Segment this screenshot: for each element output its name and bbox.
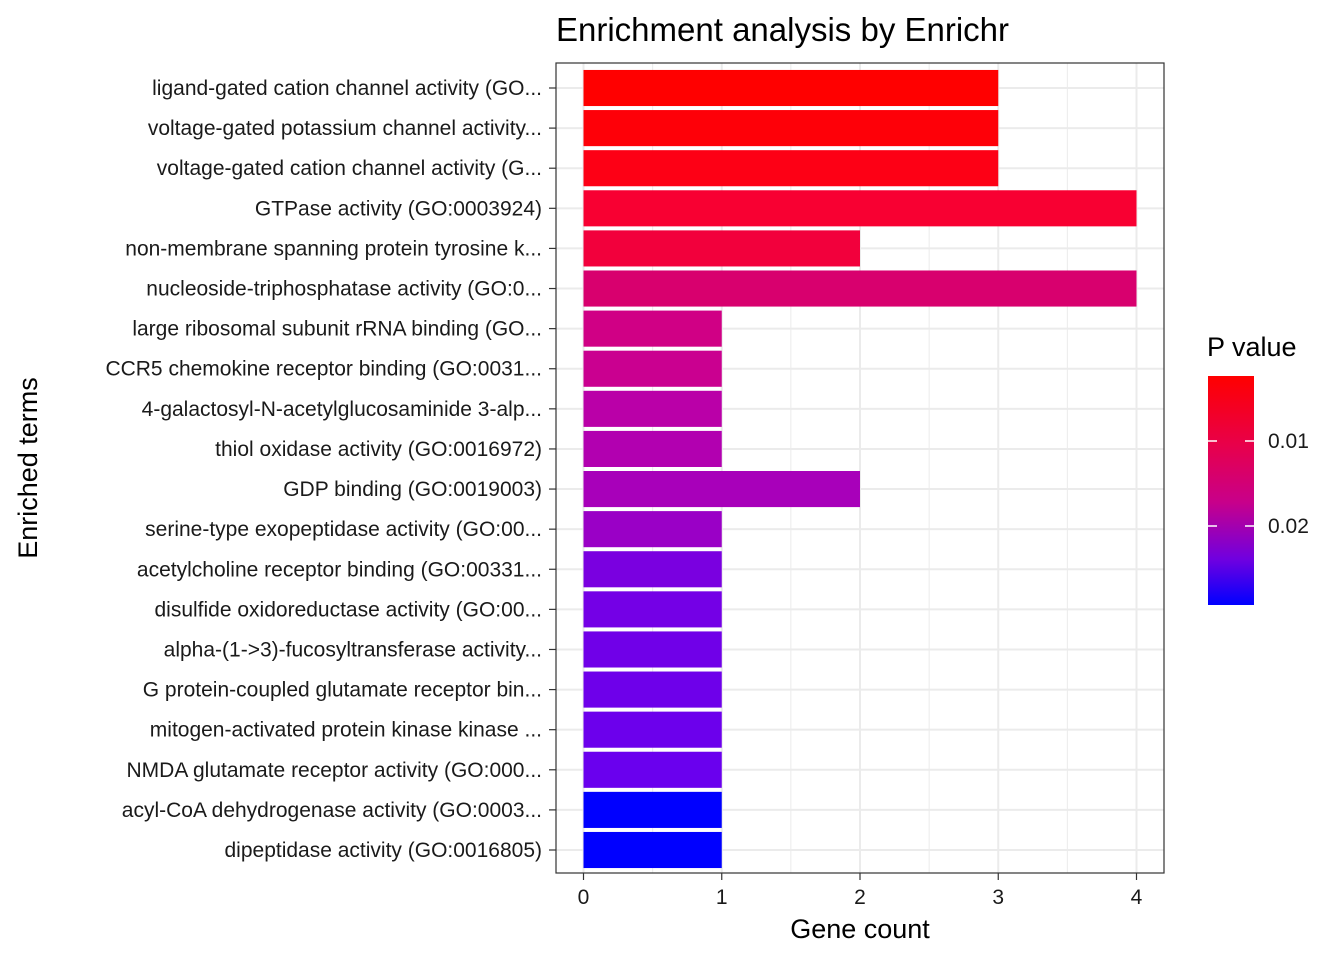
color-legend: P value 0.01 0.02 [1207, 332, 1309, 605]
y-tick-label: mitogen-activated protein kinase kinase … [150, 719, 542, 742]
y-axis-title: Enriched terms [13, 377, 43, 559]
x-tick-labels: 0 1 2 3 4 [578, 873, 1143, 909]
bar [583, 430, 722, 467]
bar [583, 110, 999, 147]
y-tick-label: 4-galactosyl-N-acetylglucosaminide 3-alp… [142, 398, 542, 421]
bar [583, 150, 999, 187]
y-tick-label: disulfide oxidoreductase activity (GO:00… [154, 598, 542, 621]
x-tick-label: 4 [1131, 886, 1143, 909]
y-tick-label: voltage-gated potassium channel activity… [148, 117, 542, 140]
legend-tick-label: 0.02 [1268, 515, 1309, 538]
legend-tick-label: 0.01 [1268, 430, 1309, 453]
x-tick-label: 0 [578, 886, 590, 909]
bar [583, 310, 722, 347]
y-tick-label: nucleoside-triphosphatase activity (GO:0… [146, 278, 542, 301]
chart-title: Enrichment analysis by Enrichr [556, 11, 1009, 48]
y-tick-label: NMDA glutamate receptor activity (GO:000… [127, 759, 543, 782]
y-tick-label: CCR5 chemokine receptor binding (GO:0031… [105, 358, 542, 381]
x-tick-label: 3 [992, 886, 1004, 909]
bar [583, 671, 722, 708]
bar [583, 190, 1137, 227]
bar [583, 591, 722, 628]
bar [583, 511, 722, 548]
bar [583, 831, 722, 869]
y-tick-labels: ligand-gated cation channel activity (GO… [105, 77, 556, 862]
x-tick-label: 1 [716, 886, 728, 909]
legend-title: P value [1207, 332, 1297, 362]
bar [583, 390, 722, 427]
y-tick-label: non-membrane spanning protein tyrosine k… [125, 237, 542, 260]
y-tick-label: voltage-gated cation channel activity (G… [157, 157, 542, 180]
bar [583, 230, 860, 267]
bar [583, 551, 722, 588]
y-tick-label: GDP binding (GO:0019003) [283, 478, 542, 501]
y-tick-label: large ribosomal subunit rRNA binding (GO… [132, 318, 542, 341]
bar [583, 350, 722, 387]
legend-colorbar [1208, 376, 1254, 605]
bar [583, 711, 722, 748]
y-tick-label: dipeptidase activity (GO:0016805) [224, 839, 542, 862]
bar [583, 751, 722, 788]
legend-ticks: 0.01 0.02 [1208, 430, 1309, 538]
y-tick-label: acetylcholine receptor binding (GO:00331… [137, 558, 542, 581]
bar [583, 791, 722, 828]
bar [583, 471, 860, 508]
x-axis-title: Gene count [790, 914, 930, 944]
y-tick-label: alpha-(1->3)-fucosyltransferase activity… [164, 638, 542, 661]
bar [583, 270, 1137, 307]
y-tick-label: G protein-coupled glutamate receptor bin… [143, 679, 542, 702]
y-tick-label: acyl-CoA dehydrogenase activity (GO:0003… [122, 799, 542, 822]
bar [583, 69, 999, 107]
x-tick-label: 2 [854, 886, 866, 909]
bars [583, 69, 1137, 869]
y-tick-label: GTPase activity (GO:0003924) [255, 197, 542, 220]
y-tick-label: serine-type exopeptidase activity (GO:00… [145, 518, 542, 541]
bar [583, 631, 722, 668]
y-tick-label: thiol oxidase activity (GO:0016972) [215, 438, 542, 461]
y-tick-label: ligand-gated cation channel activity (GO… [152, 77, 542, 100]
